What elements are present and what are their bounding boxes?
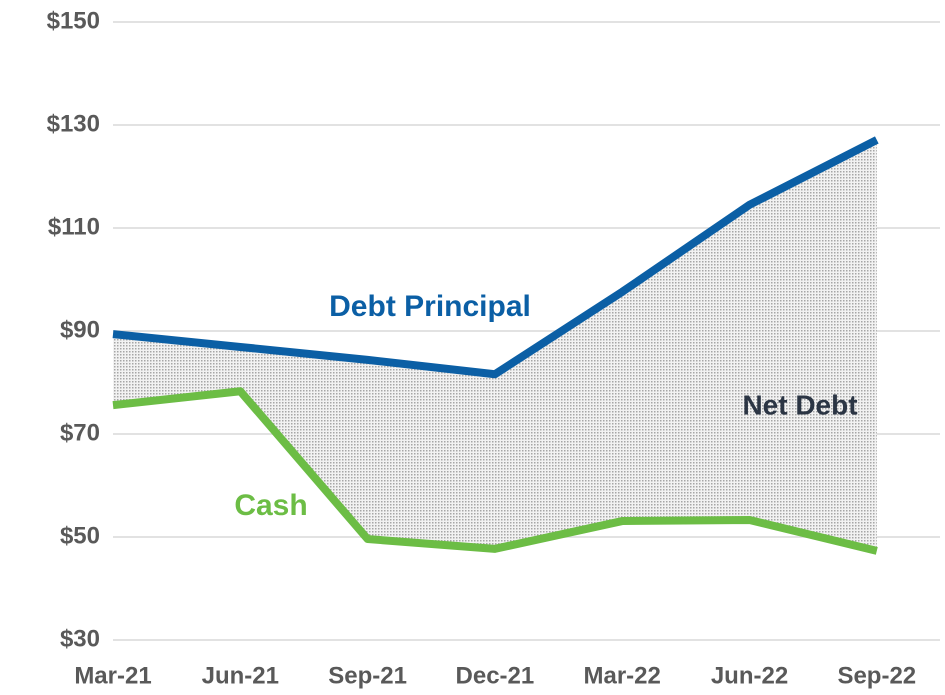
x-tick-label: Mar-22: [584, 662, 661, 689]
y-tick-label: $70: [60, 419, 100, 446]
net-debt-label: Net Debt: [742, 389, 857, 420]
y-tick-label: $30: [60, 625, 100, 652]
x-tick-label: Jun-22: [711, 662, 788, 689]
series-line: [112, 136, 879, 379]
y-tick-label: $150: [47, 7, 100, 34]
series-label: Cash: [234, 489, 307, 522]
y-tick-label: $110: [48, 213, 100, 240]
y-tick-label: $50: [60, 522, 100, 549]
series-line: [112, 387, 878, 555]
y-tick-label: $130: [47, 110, 100, 137]
y-tick-label: $90: [60, 316, 100, 343]
x-tick-label: Jun-21: [202, 662, 279, 689]
x-tick-label: Mar-21: [74, 662, 151, 689]
net-debt-area: [113, 139, 877, 551]
x-tick-label: Dec-21: [456, 662, 535, 689]
series-label: Debt Principal: [329, 290, 531, 323]
x-tick-label: Sep-22: [837, 662, 916, 689]
x-tick-label: Sep-21: [328, 662, 407, 689]
